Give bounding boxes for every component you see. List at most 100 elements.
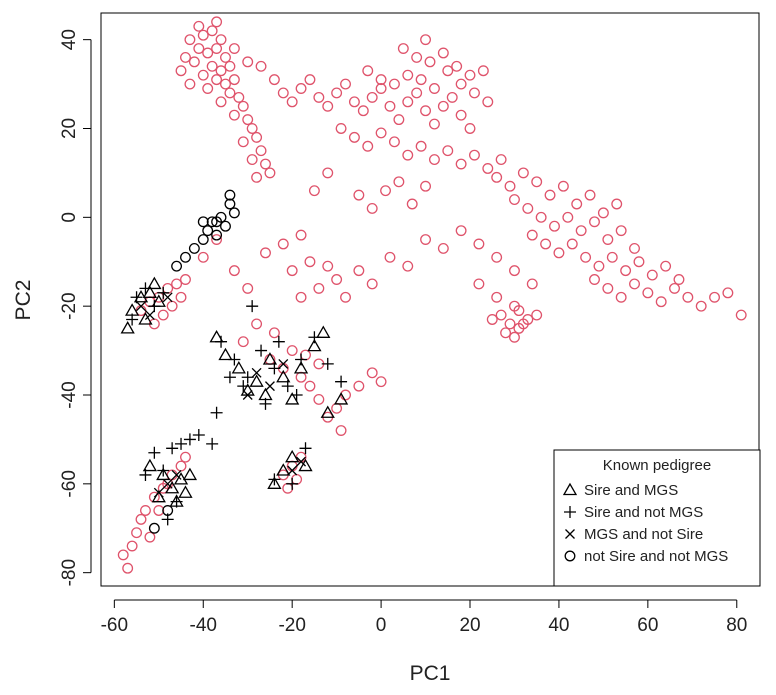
data-point-circle <box>206 25 218 37</box>
data-point-plus <box>175 437 188 450</box>
data-point-circle <box>402 149 414 161</box>
data-point-circle <box>473 278 485 290</box>
data-point-circle <box>300 349 311 361</box>
data-point-circle <box>402 260 414 272</box>
data-point-circle <box>455 225 467 237</box>
y-tick-label: 0 <box>59 212 80 223</box>
data-point-circle <box>335 425 347 436</box>
x-axis: -60 -40 -20 0 20 40 60 80 <box>101 599 747 636</box>
x-tick-label: 60 <box>637 615 658 636</box>
data-point-circle <box>211 16 223 28</box>
data-point-circle <box>228 74 240 86</box>
data-point-circle <box>224 60 236 72</box>
data-point-circle <box>509 331 520 343</box>
data-point-circle <box>415 74 427 86</box>
data-point-circle <box>442 145 454 157</box>
data-point-triangle <box>293 361 309 374</box>
data-point-circle <box>348 96 360 108</box>
data-point-circle <box>469 87 480 99</box>
data-point-triangle <box>333 392 349 405</box>
data-point-circle <box>482 96 494 108</box>
data-point-circle <box>629 242 640 254</box>
data-point-circle <box>197 251 209 263</box>
data-point-circle <box>580 251 592 263</box>
data-point-circle <box>153 505 165 516</box>
data-point-circle <box>353 189 365 201</box>
data-point-circle <box>375 74 387 86</box>
data-point-circle <box>366 278 378 290</box>
data-point-circle <box>597 207 609 219</box>
data-point-triangle <box>307 338 322 352</box>
data-point-circle <box>228 43 240 54</box>
data-point-circle <box>308 185 320 197</box>
data-point-circle <box>606 251 618 263</box>
data-point-circle <box>424 56 436 68</box>
data-point-triangle <box>178 485 193 498</box>
data-point-circle <box>215 34 227 46</box>
legend-entry-label: MGS and not Sire <box>584 526 703 543</box>
data-point-circle <box>251 131 263 143</box>
data-point-circle <box>255 145 267 157</box>
data-point-circle <box>428 154 440 166</box>
data-point-circle <box>393 114 405 126</box>
data-point-circle <box>193 43 205 54</box>
data-point-circle <box>504 318 516 330</box>
data-point-circle <box>495 309 507 321</box>
data-point-circle <box>237 336 249 348</box>
data-point-circle <box>589 216 600 228</box>
data-point-circle <box>380 185 391 197</box>
data-point-circle <box>286 460 298 472</box>
data-point-triangle <box>316 325 331 338</box>
data-point-circle <box>175 291 187 303</box>
data-point-circle <box>384 100 396 112</box>
data-point-circle <box>202 83 214 94</box>
data-point-circle <box>442 65 454 77</box>
legend-entries: Sire and MGS Sire and not MGS MGS and not … <box>562 482 728 565</box>
data-point-circle <box>197 216 209 228</box>
data-point-circle <box>246 154 258 166</box>
data-point-circle <box>171 260 183 272</box>
data-point-circle <box>375 83 387 94</box>
data-point-circle <box>509 194 520 206</box>
data-point-circle <box>402 96 414 108</box>
data-point-cross <box>162 292 173 303</box>
data-point-plus <box>210 406 223 419</box>
data-point-circle <box>291 473 303 485</box>
data-point-circle <box>237 136 249 148</box>
data-point-circle <box>215 96 227 108</box>
x-tick-label: 20 <box>459 615 480 636</box>
legend-marker-triangle <box>562 482 578 496</box>
data-point-circle <box>589 274 600 285</box>
data-point-triangle <box>320 405 335 418</box>
data-point-circle <box>220 220 231 232</box>
data-point-plus <box>148 446 161 459</box>
data-point-circle <box>242 56 254 68</box>
y-tick-label: -20 <box>59 292 80 319</box>
data-point-circle <box>157 309 169 321</box>
data-point-circle <box>362 65 374 77</box>
data-point-circle <box>477 65 489 77</box>
y-axis-title: PC2 <box>12 280 35 321</box>
data-point-circle <box>455 109 467 121</box>
data-point-circle <box>166 300 178 312</box>
plot-marks <box>117 16 747 574</box>
data-point-circle <box>224 189 236 201</box>
data-point-circle <box>122 562 134 574</box>
data-point-circle <box>602 282 614 294</box>
data-point-circle <box>660 260 672 272</box>
data-point-circle <box>491 171 503 183</box>
data-point-circle <box>642 287 654 299</box>
data-point-circle <box>455 78 467 90</box>
data-point-triangle <box>276 369 291 383</box>
data-point-circle <box>295 291 307 303</box>
data-point-circle <box>206 216 218 228</box>
data-point-circle <box>295 371 307 383</box>
data-point-circle <box>340 291 351 303</box>
data-point-circle <box>140 505 151 516</box>
data-point-circle <box>575 225 587 237</box>
data-point-circle <box>584 189 596 201</box>
data-point-circle <box>211 229 223 241</box>
data-point-plus <box>192 428 205 441</box>
data-point-circle <box>295 83 307 94</box>
data-point-circle <box>495 154 507 166</box>
